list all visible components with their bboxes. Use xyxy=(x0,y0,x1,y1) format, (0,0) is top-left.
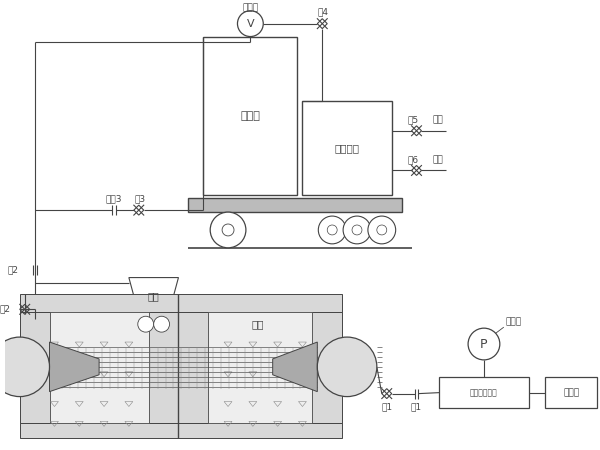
Bar xyxy=(149,312,178,423)
Text: 进水: 进水 xyxy=(433,115,444,124)
Text: 阸6: 阸6 xyxy=(408,155,419,164)
Bar xyxy=(203,36,298,195)
Bar xyxy=(50,312,149,423)
Text: 储浆罐: 储浆罐 xyxy=(241,111,260,121)
Text: 压力表: 压力表 xyxy=(506,318,522,327)
Polygon shape xyxy=(50,342,99,392)
Circle shape xyxy=(210,212,246,248)
Text: 阸4: 阸4 xyxy=(318,7,329,16)
Circle shape xyxy=(222,224,234,236)
Circle shape xyxy=(343,216,371,244)
Text: 真空泵体: 真空泵体 xyxy=(335,143,359,153)
Text: P: P xyxy=(480,338,488,351)
Text: 接匶3: 接匶3 xyxy=(106,195,122,204)
Bar xyxy=(302,101,392,195)
Text: 真空表: 真空表 xyxy=(242,3,259,12)
Circle shape xyxy=(154,316,170,332)
Bar xyxy=(178,294,342,312)
Bar xyxy=(178,423,342,438)
Bar xyxy=(178,312,208,423)
Text: 接2: 接2 xyxy=(8,265,19,274)
Bar xyxy=(20,423,178,438)
Circle shape xyxy=(319,216,346,244)
Circle shape xyxy=(138,316,154,332)
Text: V: V xyxy=(247,18,254,29)
Text: 阸5: 阸5 xyxy=(408,115,419,124)
Text: 接1: 接1 xyxy=(411,402,422,411)
Bar xyxy=(20,294,178,312)
Circle shape xyxy=(468,328,500,360)
Circle shape xyxy=(377,225,387,235)
Circle shape xyxy=(317,337,377,396)
Text: 排水: 排水 xyxy=(433,155,444,164)
Bar xyxy=(545,377,597,409)
Circle shape xyxy=(327,225,337,235)
Circle shape xyxy=(0,337,50,396)
Text: 流拌机: 流拌机 xyxy=(563,388,579,397)
Bar xyxy=(313,312,342,423)
Text: 阸3: 阸3 xyxy=(134,195,145,204)
Circle shape xyxy=(238,11,263,36)
Text: 螺杆式灰浆机: 螺杆式灰浆机 xyxy=(470,388,498,397)
Bar xyxy=(188,198,401,212)
Bar xyxy=(208,312,313,423)
Text: 阸1: 阸1 xyxy=(381,402,392,411)
Bar xyxy=(439,377,529,409)
Circle shape xyxy=(368,216,395,244)
Circle shape xyxy=(352,225,362,235)
Polygon shape xyxy=(272,342,317,392)
Text: 废浆: 废浆 xyxy=(148,291,160,301)
Bar xyxy=(20,312,50,423)
Text: 阸2: 阸2 xyxy=(0,305,11,314)
Text: 构件: 构件 xyxy=(251,319,264,329)
